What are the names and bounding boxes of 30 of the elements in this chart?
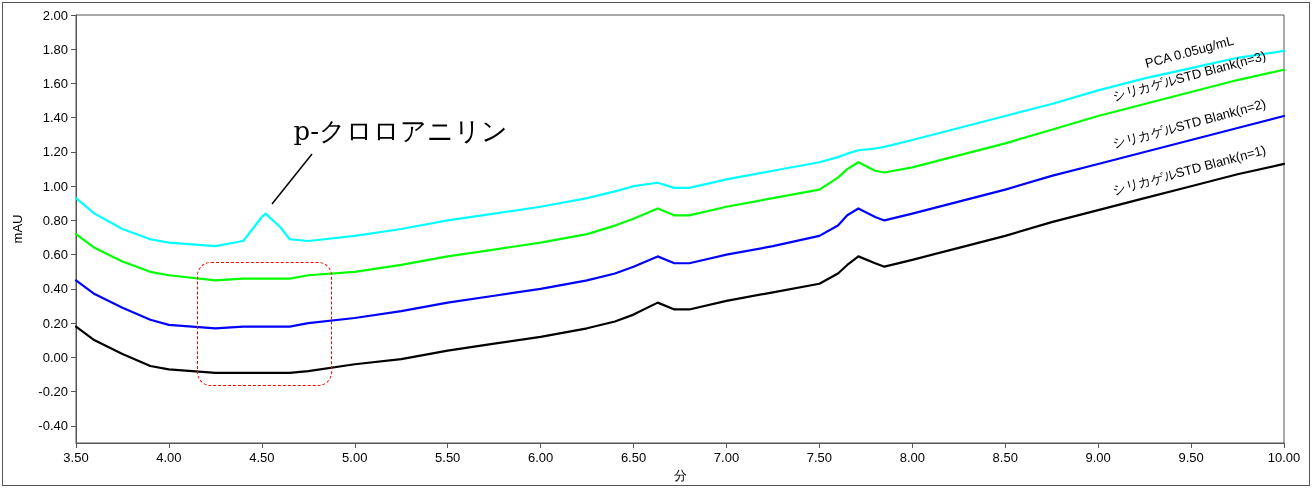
x-tick-label: 8.50 (992, 450, 1018, 465)
y-tick-label: 0.80 (42, 212, 68, 228)
y-tick-label: 2.00 (42, 7, 68, 23)
y-tick-label: 1.40 (42, 110, 68, 126)
x-tick-label: 6.50 (620, 450, 647, 465)
y-axis-title: mAU (10, 214, 25, 244)
x-tick-label: 4.00 (156, 450, 182, 465)
x-axis-title: 分 (673, 467, 687, 483)
y-tick-label: 1.20 (42, 144, 68, 160)
y-tick-label: 1.80 (42, 41, 68, 57)
y-tick-label: 1.60 (42, 75, 68, 91)
x-tick-label: 3.50 (63, 450, 89, 465)
x-tick-label: 9.50 (1178, 450, 1204, 465)
x-tick-label: 7.50 (806, 450, 833, 465)
y-tick-label: 1.00 (42, 178, 68, 194)
x-tick-label: 9.00 (1085, 450, 1111, 465)
y-tick-label: -0.20 (38, 384, 68, 400)
x-tick-label: 4.50 (249, 450, 275, 465)
x-tick-label: 5.00 (342, 450, 368, 465)
y-tick-label: 0.20 (42, 315, 68, 331)
annotation: p-クロロアニリン (293, 114, 508, 148)
y-tick-label: 0.60 (42, 247, 68, 263)
y-tick-label: 0.00 (42, 349, 68, 365)
y-tick-label: -0.40 (38, 418, 68, 434)
y-tick-label: 0.40 (42, 281, 68, 297)
x-tick-label: 7.00 (713, 450, 740, 465)
x-tick-label: 6.00 (527, 450, 554, 465)
x-tick-label: 8.00 (899, 450, 925, 465)
x-tick-label: 10.00 (1267, 450, 1301, 465)
x-tick-label: 5.50 (435, 450, 461, 465)
